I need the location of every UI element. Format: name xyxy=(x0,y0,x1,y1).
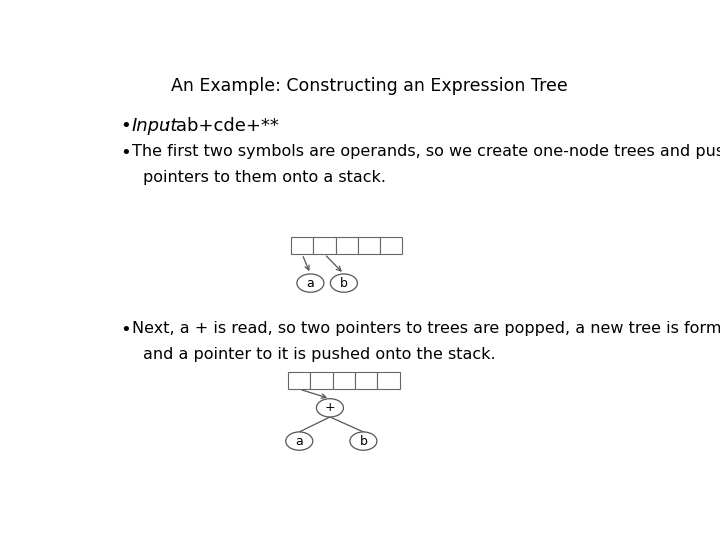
Text: An Example: Constructing an Expression Tree: An Example: Constructing an Expression T… xyxy=(171,77,567,95)
Text: b: b xyxy=(340,276,348,289)
Bar xyxy=(355,373,377,389)
Ellipse shape xyxy=(286,432,312,450)
Text: b: b xyxy=(359,435,367,448)
Text: •: • xyxy=(121,117,132,135)
Ellipse shape xyxy=(297,274,324,292)
Text: pointers to them onto a stack.: pointers to them onto a stack. xyxy=(143,170,386,185)
Ellipse shape xyxy=(316,399,343,417)
Bar xyxy=(336,238,358,254)
Text: a: a xyxy=(307,276,315,289)
Text: +: + xyxy=(325,401,336,414)
Bar xyxy=(291,238,313,254)
Bar xyxy=(333,373,355,389)
Bar xyxy=(380,238,402,254)
Text: a: a xyxy=(295,435,303,448)
Bar xyxy=(310,373,333,389)
Bar xyxy=(358,238,380,254)
Text: Next, a + is read, so two pointers to trees are popped, a new tree is formed,: Next, a + is read, so two pointers to tr… xyxy=(132,321,720,335)
Ellipse shape xyxy=(350,432,377,450)
Bar xyxy=(377,373,400,389)
Text: : ab+cde+**: : ab+cde+** xyxy=(164,117,279,135)
Text: and a pointer to it is pushed onto the stack.: and a pointer to it is pushed onto the s… xyxy=(143,347,495,362)
Text: The first two symbols are operands, so we create one-node trees and push: The first two symbols are operands, so w… xyxy=(132,144,720,159)
Bar xyxy=(288,373,310,389)
Text: •: • xyxy=(121,144,132,162)
Text: •: • xyxy=(121,321,132,339)
Ellipse shape xyxy=(330,274,357,292)
Bar xyxy=(313,238,336,254)
Text: Input: Input xyxy=(132,117,179,135)
